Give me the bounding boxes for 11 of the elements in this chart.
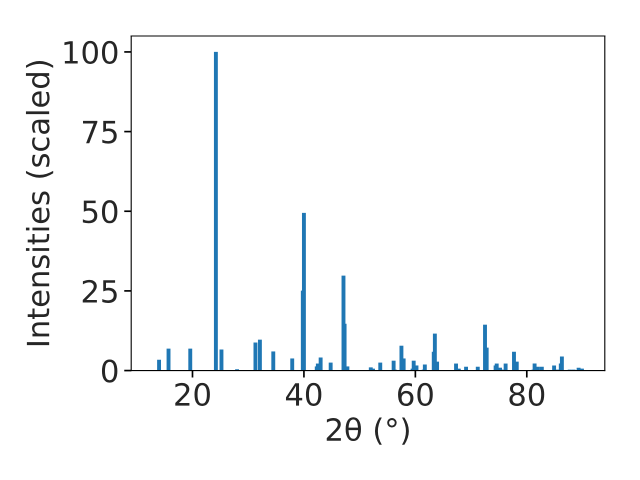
x-tick-label: 80 — [509, 382, 544, 406]
x-tick-label: 40 — [286, 382, 322, 406]
y-tick-label: 100 — [64, 40, 118, 64]
y-tick-label: 50 — [82, 200, 118, 224]
x-tick-label: 20 — [175, 382, 210, 406]
x-tick-label: 60 — [398, 382, 433, 406]
y-tick-label: 0 — [102, 359, 118, 383]
y-tick-label: 25 — [82, 280, 117, 303]
y-tick-label: 75 — [83, 120, 117, 144]
y-axis-title: Intensities (scaled) — [26, 61, 54, 346]
x-axis-title: 2θ (°) — [326, 417, 409, 445]
